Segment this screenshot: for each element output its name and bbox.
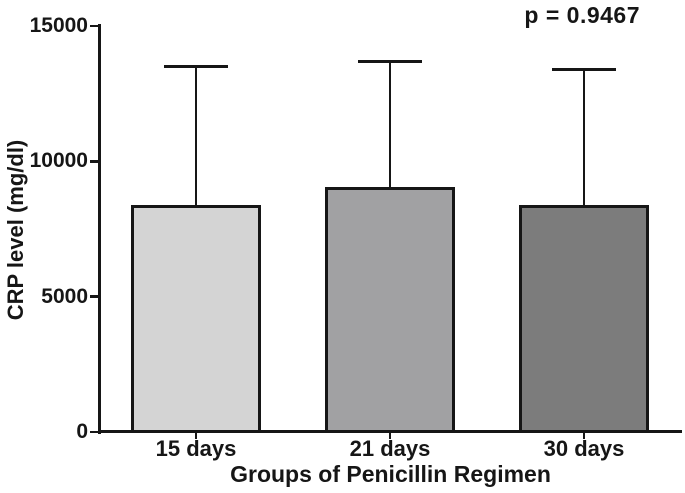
x-tick-mark-15-days (194, 433, 198, 439)
x-tick-label-21-days: 21 days (349, 436, 431, 461)
y-tick-mark (90, 24, 98, 28)
error-bar-stem-30-days (582, 69, 586, 207)
error-bar-cap-30-days (552, 67, 616, 71)
x-tick-label-30-days: 30 days (543, 436, 625, 461)
y-tick-label: 15000 (29, 14, 88, 37)
error-bar-stem-15-days (194, 66, 198, 207)
x-axis-title: Groups of Penicillin Regimen (230, 461, 551, 487)
y-tick-mark (90, 295, 98, 298)
x-tick-label-15-days: 15 days (155, 436, 237, 461)
x-tick-mark-21-days (388, 433, 392, 439)
y-tick-mark (90, 160, 98, 163)
bar-30-days (519, 204, 649, 433)
bar-15-days (131, 204, 261, 433)
error-bar-stem-21-days (388, 61, 392, 190)
y-axis-line (98, 24, 101, 434)
error-bar-cap-21-days (358, 59, 422, 63)
y-tick-mark (90, 430, 98, 434)
y-tick-label: 5000 (41, 284, 88, 308)
y-tick-label: 0 (76, 420, 88, 443)
p-value-annotation: p = 0.9467 (524, 2, 640, 28)
y-tick-label: 10000 (29, 149, 88, 173)
error-bar-cap-15-days (164, 65, 228, 69)
bar-21-days (325, 187, 455, 433)
x-tick-mark-30-days (582, 433, 586, 439)
